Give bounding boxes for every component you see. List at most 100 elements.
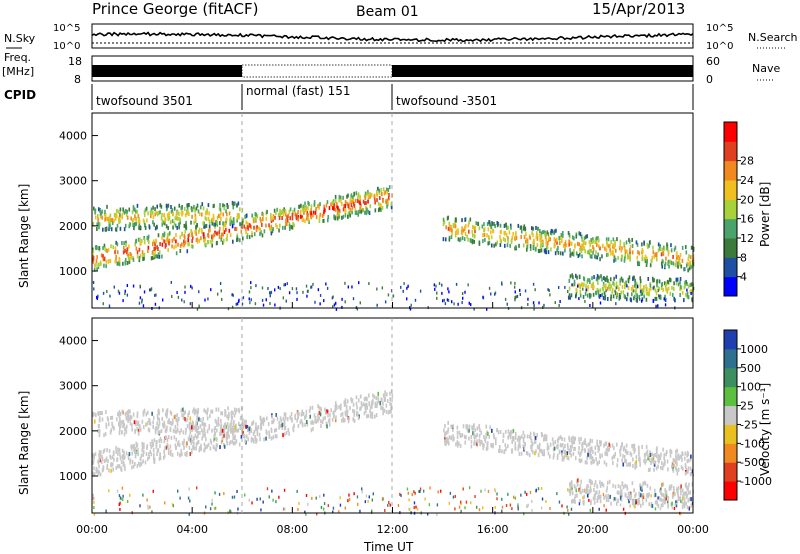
heatmap-cell [262, 421, 265, 426]
heatmap-cell [138, 255, 141, 260]
heatmap-cell [586, 456, 589, 461]
heatmap-cell [341, 215, 343, 220]
heatmap-cell [364, 191, 367, 196]
heatmap-cell [167, 419, 169, 424]
heatmap-cell [547, 241, 549, 246]
heatmap-cell [291, 216, 294, 221]
heatmap-cell [325, 409, 328, 414]
heatmap-cell [241, 422, 244, 427]
heatmap-cell [98, 470, 100, 475]
heatmap-cell [129, 458, 132, 463]
heatmap-cell [304, 219, 306, 224]
heatmap-cell [655, 296, 658, 301]
heatmap-cell [95, 469, 98, 474]
heatmap-cell [589, 508, 592, 512]
heatmap-cell [238, 442, 241, 447]
heatmap-cell [522, 243, 525, 248]
heatmap-cell [514, 290, 516, 294]
heatmap-cell [614, 291, 617, 296]
heatmap-cell [468, 220, 470, 225]
heatmap-cell [278, 212, 280, 217]
heatmap-cell [328, 417, 331, 422]
heatmap-cell [388, 192, 390, 197]
heatmap-cell [244, 227, 247, 232]
heatmap-cell [171, 211, 174, 216]
heatmap-cell [514, 496, 517, 500]
heatmap-cell [574, 500, 576, 505]
heatmap-cell [386, 399, 389, 404]
heatmap-cell [594, 307, 597, 311]
heatmap-cell [367, 413, 369, 418]
heatmap-cell [310, 420, 312, 425]
heatmap-cell [478, 433, 481, 438]
heatmap-cell [92, 460, 95, 465]
heatmap-cell [179, 220, 181, 225]
heatmap-cell [639, 289, 642, 293]
heatmap-cell [247, 437, 249, 442]
heatmap-cell [474, 495, 476, 499]
heatmap-cell [254, 426, 257, 431]
heatmap-cell [635, 501, 638, 505]
heatmap-cell [201, 421, 204, 426]
heatmap-cell [125, 240, 127, 245]
heatmap-cell [374, 200, 376, 205]
heatmap-cell [99, 472, 102, 477]
heatmap-cell [453, 302, 455, 306]
heatmap-cell [446, 216, 449, 221]
heatmap-cell [442, 237, 445, 242]
heatmap-cell [662, 251, 665, 256]
heatmap-cell [506, 444, 509, 449]
heatmap-cell [625, 297, 628, 302]
heatmap-cell [150, 214, 152, 219]
heatmap-cell [569, 248, 571, 253]
heatmap-cell [461, 218, 463, 223]
heatmap-cell [213, 436, 216, 441]
heatmap-cell [467, 237, 469, 242]
heatmap-cell [253, 429, 256, 434]
heatmap-cell [361, 490, 364, 494]
heatmap-cell [322, 218, 324, 223]
heatmap-cell [490, 443, 493, 448]
heatmap-cell [156, 452, 158, 457]
heatmap-cell [672, 486, 675, 491]
heatmap-cell [127, 256, 130, 261]
heatmap-cell [549, 237, 551, 242]
heatmap-cell [179, 248, 182, 253]
heatmap-cell [315, 207, 317, 212]
heatmap-cell [269, 301, 271, 305]
heatmap-cell [587, 278, 589, 283]
heatmap-cell [245, 440, 247, 445]
heatmap-cell [378, 195, 381, 200]
heatmap-cell [157, 233, 160, 238]
heatmap-cell [533, 241, 535, 246]
heatmap-cell [536, 236, 539, 241]
heatmap-cell [483, 228, 485, 233]
heatmap-cell [575, 234, 578, 239]
heatmap-cell [181, 242, 183, 247]
heatmap-cell [581, 254, 583, 259]
heatmap-cell [545, 434, 548, 439]
heatmap-cell [613, 497, 616, 501]
heatmap-cell [146, 498, 148, 502]
heatmap-cell [355, 412, 358, 417]
heatmap-cell [595, 290, 597, 295]
heatmap-cell [595, 255, 597, 260]
heatmap-cell [621, 492, 623, 497]
heatmap-cell [360, 209, 363, 214]
x-tick-label: 20:00 [577, 523, 609, 536]
heatmap-cell [687, 284, 690, 289]
heatmap-cell [275, 210, 277, 215]
heatmap-cell [489, 425, 491, 430]
heatmap-cell [283, 412, 286, 417]
heatmap-cell [443, 220, 446, 225]
heatmap-cell [188, 232, 191, 237]
heatmap-cell [267, 422, 270, 427]
heatmap-cell [218, 230, 221, 235]
heatmap-cell [651, 459, 653, 464]
heatmap-cell [486, 430, 488, 435]
heatmap-cell [344, 398, 347, 403]
heatmap-cell [621, 246, 623, 251]
heatmap-cell [248, 290, 251, 294]
heatmap-cell [497, 221, 500, 226]
heatmap-cell [649, 240, 651, 245]
